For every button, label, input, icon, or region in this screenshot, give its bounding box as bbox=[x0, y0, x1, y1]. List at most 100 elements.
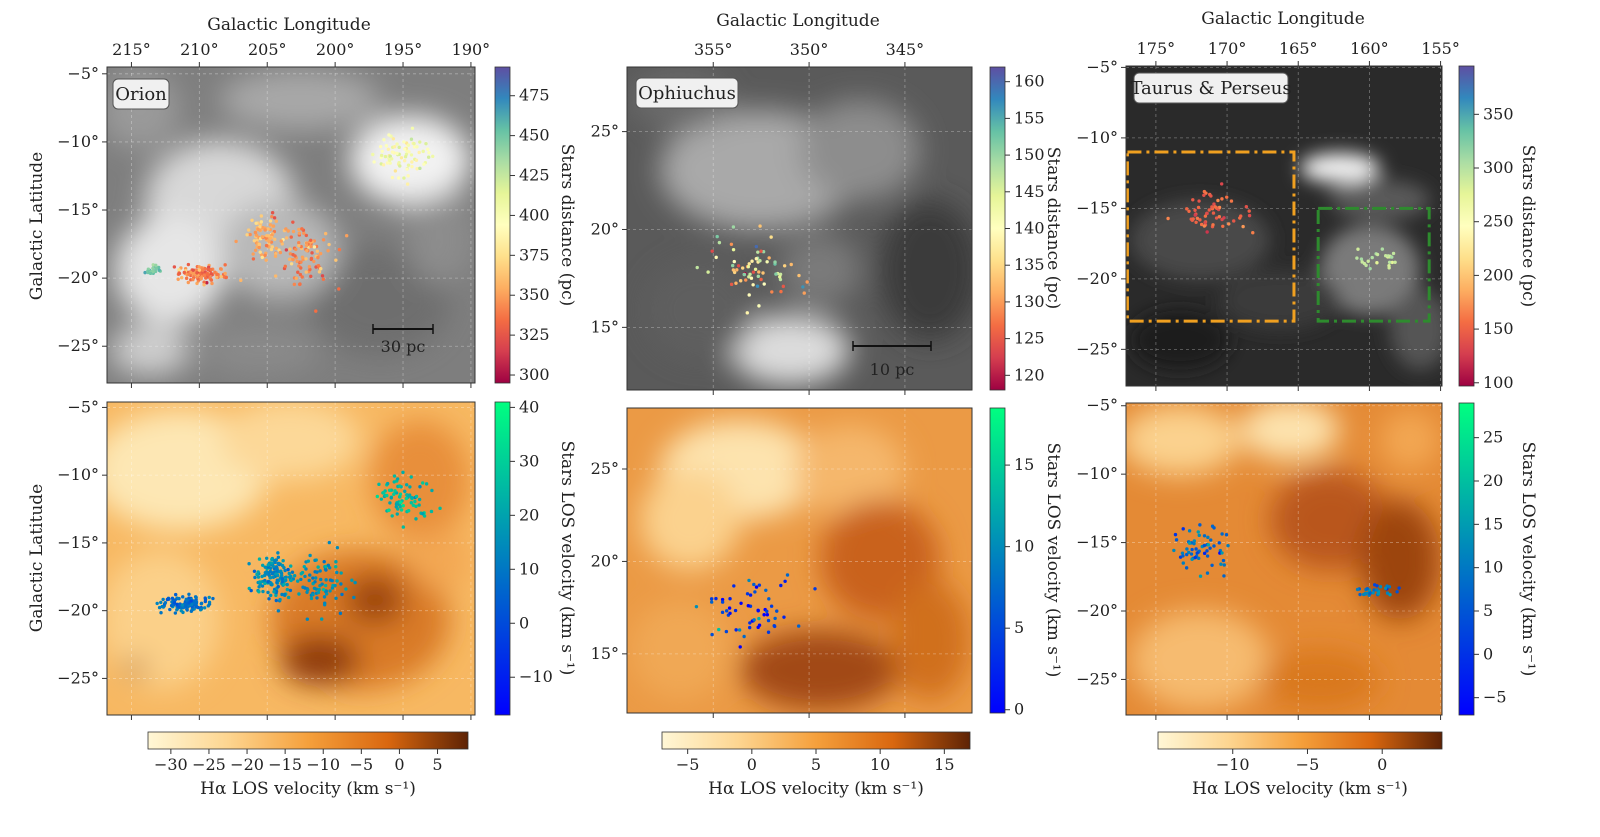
star-point bbox=[735, 268, 739, 272]
star-point bbox=[728, 611, 732, 615]
star-point bbox=[173, 592, 178, 597]
y-tick-label: −25° bbox=[57, 668, 99, 687]
orion-label-box: Orion bbox=[112, 78, 170, 110]
taurus-top-grid bbox=[1126, 66, 1442, 386]
star-point bbox=[759, 277, 763, 282]
taurus-region-label: Taurus & Perseus bbox=[1130, 78, 1291, 99]
star-point bbox=[293, 254, 297, 258]
orion-distance-colorbar-label: Stars distance (pc) bbox=[557, 144, 577, 306]
star-point bbox=[314, 265, 318, 269]
x-tick-label: 200° bbox=[316, 40, 355, 59]
orion-top-star-points bbox=[143, 126, 435, 313]
colorbar-tick-label: 0 bbox=[1483, 644, 1493, 663]
y-tick-label: −10° bbox=[57, 465, 99, 484]
star-point bbox=[182, 270, 187, 275]
star-point bbox=[1224, 533, 1229, 537]
star-point bbox=[1393, 260, 1397, 264]
star-point bbox=[422, 514, 427, 518]
star-point bbox=[269, 581, 273, 585]
star-point bbox=[322, 595, 327, 599]
star-point bbox=[209, 278, 214, 282]
colorbar-tick-label: 30 bbox=[519, 451, 539, 470]
star-point bbox=[398, 494, 402, 499]
star-point bbox=[324, 589, 329, 593]
star-point bbox=[1202, 543, 1207, 548]
star-point bbox=[288, 252, 293, 256]
star-point bbox=[402, 140, 406, 144]
star-point bbox=[257, 590, 261, 594]
taurus-bottom-panel bbox=[1126, 403, 1442, 715]
taurus-top-frame bbox=[1125, 65, 1443, 387]
star-point bbox=[197, 265, 201, 269]
star-point bbox=[257, 245, 261, 250]
star-point bbox=[291, 220, 295, 224]
y-tick-label: −20° bbox=[57, 601, 99, 620]
star-point bbox=[1214, 216, 1219, 220]
colorbar-tick-label: 150 bbox=[1483, 319, 1514, 338]
star-point bbox=[388, 161, 392, 165]
star-point bbox=[772, 624, 777, 629]
star-point bbox=[1383, 254, 1388, 258]
y-tick-label: 25° bbox=[591, 122, 619, 141]
star-point bbox=[223, 271, 227, 276]
star-point bbox=[731, 225, 736, 229]
star-point bbox=[281, 558, 285, 563]
star-point bbox=[1220, 551, 1224, 555]
star-point bbox=[1241, 224, 1245, 229]
star-point bbox=[318, 251, 323, 256]
star-point bbox=[274, 246, 278, 250]
star-point bbox=[754, 257, 759, 261]
star-point bbox=[393, 489, 397, 493]
orion-region-label: Orion bbox=[115, 84, 167, 105]
star-point bbox=[754, 585, 759, 589]
star-point bbox=[734, 628, 738, 632]
star-point bbox=[304, 257, 308, 261]
taurus-halpha-colorbar: −10 −5 0 bbox=[1157, 731, 1443, 774]
star-point bbox=[335, 570, 339, 575]
star-point bbox=[1380, 247, 1385, 251]
star-point bbox=[284, 248, 289, 252]
star-point bbox=[1205, 549, 1209, 553]
star-point bbox=[326, 563, 331, 568]
star-point bbox=[1363, 591, 1368, 595]
star-point bbox=[274, 251, 278, 256]
star-point bbox=[1181, 527, 1185, 531]
colorbar-tick-label: 300 bbox=[1483, 158, 1514, 177]
star-point bbox=[417, 150, 421, 155]
ophiuchus-bottom-frame bbox=[626, 407, 973, 714]
star-point bbox=[1222, 563, 1226, 567]
colorbar-tick-label: 15 bbox=[1483, 514, 1503, 533]
star-point bbox=[326, 249, 330, 253]
star-point bbox=[1195, 551, 1199, 555]
star-point bbox=[747, 625, 752, 630]
colorbar-tick-label: 5 bbox=[1483, 601, 1493, 620]
star-point bbox=[194, 605, 199, 609]
star-point bbox=[253, 248, 258, 252]
star-point bbox=[280, 580, 285, 584]
star-point bbox=[338, 611, 343, 616]
star-point bbox=[275, 578, 279, 582]
star-point bbox=[745, 311, 749, 315]
ophiuchus-bottom-panel bbox=[627, 408, 972, 713]
star-point bbox=[264, 243, 269, 248]
star-point bbox=[337, 247, 342, 252]
star-point bbox=[758, 259, 762, 263]
star-point bbox=[1217, 541, 1221, 545]
colorbar-tick-label: 145 bbox=[1014, 182, 1045, 201]
star-point bbox=[206, 273, 211, 277]
colorbar-tick-label: 10 bbox=[1483, 558, 1503, 577]
y-tick-label: −10° bbox=[57, 132, 99, 151]
star-point bbox=[269, 247, 274, 252]
star-point bbox=[426, 147, 430, 151]
orion-top-xticks: 215° 210° 205° 200° 195° 190° bbox=[112, 40, 490, 388]
star-point bbox=[299, 577, 303, 582]
star-point bbox=[1378, 585, 1383, 589]
star-point bbox=[187, 592, 191, 596]
star-point bbox=[292, 574, 297, 578]
star-point bbox=[762, 613, 766, 617]
star-point bbox=[1375, 261, 1379, 265]
star-point bbox=[782, 615, 786, 619]
star-point bbox=[1220, 217, 1224, 222]
colorbar-tick-label: 120 bbox=[1014, 365, 1045, 384]
star-point bbox=[296, 579, 300, 583]
